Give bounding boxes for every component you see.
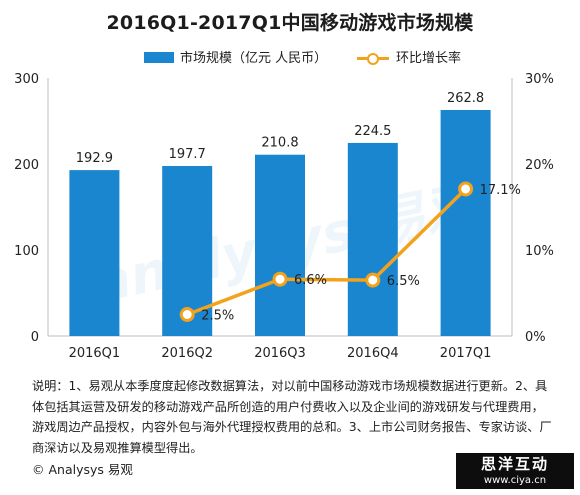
bar: [69, 170, 120, 336]
x-tick-label: 2016Q2: [161, 346, 213, 361]
legend-line-marker: [367, 53, 379, 65]
y-left-tick-label: 200: [14, 158, 39, 173]
growth-rate-label: 2.5%: [201, 309, 234, 324]
chart-legend: 市场规模（亿元 人民币） 环比增长率: [0, 44, 580, 68]
y-right-tick-label: 10%: [525, 244, 554, 259]
x-tick-label: 2016Q1: [69, 346, 121, 361]
bar-value-label: 262.8: [447, 91, 484, 106]
site-stamp: 思洋互动 www.ciya.cn: [456, 453, 574, 489]
bar: [440, 109, 491, 336]
growth-rate-marker: [179, 307, 195, 322]
growth-rate-line: [186, 187, 467, 317]
stamp-line-1: 思洋互动: [480, 455, 549, 473]
y-right-tick-label: 20%: [525, 158, 554, 173]
x-tick-label: 2016Q4: [347, 346, 399, 361]
stamp-line-2: www.ciya.cn: [483, 475, 547, 486]
growth-rate-label: 6.6%: [294, 273, 327, 288]
bar-value-label: 210.8: [261, 136, 298, 151]
growth-rate-marker: [365, 272, 381, 288]
y-left-tick-label: 0: [31, 330, 39, 345]
growth-rate-marker: [458, 181, 474, 197]
chart-title: 2016Q1-2017Q1中国移动游戏市场规模: [106, 12, 474, 34]
y-right-tick-label: 30%: [525, 72, 554, 87]
y-left-tick-label: 300: [14, 72, 39, 87]
bar: [347, 142, 398, 336]
bar-value-label: 192.9: [76, 151, 113, 166]
y-right-tick-label: 0%: [525, 330, 546, 345]
bar-value-label: 224.5: [354, 124, 391, 139]
legend-bar-swatch: [144, 52, 174, 63]
growth-rate-label: 17.1%: [480, 183, 521, 198]
footnote-text: 说明：1、易观从本季度度起修改数据算法，对以前中国移动游戏市场规模数据进行更新。…: [32, 379, 552, 455]
bar-value-label: 197.7: [169, 147, 206, 162]
legend-line-label: 环比增长率: [396, 51, 462, 66]
legend-bar-label: 市场规模（亿元 人民币）: [180, 51, 328, 66]
bar: [255, 154, 305, 336]
source-credit: © Analysys 易观: [32, 462, 133, 477]
x-tick-label: 2016Q3: [254, 346, 306, 361]
growth-rate-marker: [272, 271, 288, 287]
growth-rate-label: 6.5%: [387, 274, 420, 289]
y-left-tick-label: 100: [14, 244, 39, 259]
x-tick-label: 2017Q1: [440, 346, 492, 361]
